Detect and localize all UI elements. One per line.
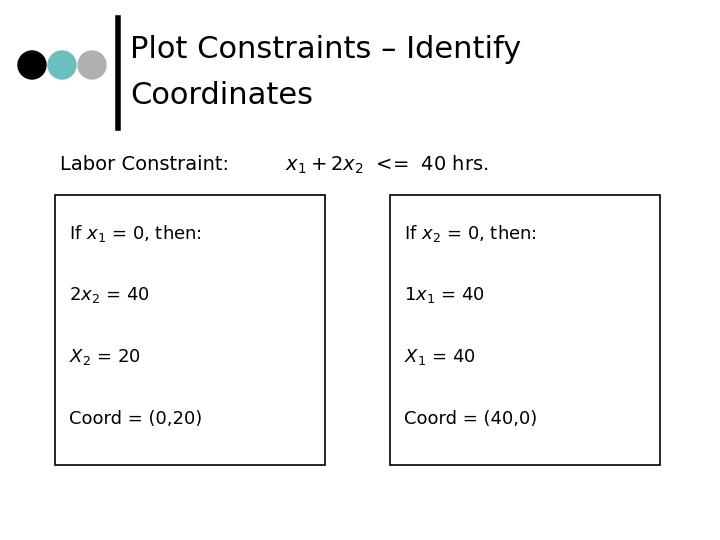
Text: $X_1$ = 40: $X_1$ = 40: [404, 347, 476, 367]
Text: Plot Constraints – Identify: Plot Constraints – Identify: [130, 36, 521, 64]
FancyBboxPatch shape: [55, 195, 325, 465]
Text: If $x_1$ = 0, then:: If $x_1$ = 0, then:: [69, 222, 202, 244]
Text: 2$x_2$ = 40: 2$x_2$ = 40: [69, 285, 150, 305]
Circle shape: [78, 51, 106, 79]
Text: If $x_2$ = 0, then:: If $x_2$ = 0, then:: [404, 222, 537, 244]
Text: Coord = (40,0): Coord = (40,0): [404, 410, 537, 428]
Text: Coord = (0,20): Coord = (0,20): [69, 410, 202, 428]
Circle shape: [18, 51, 46, 79]
Text: Coordinates: Coordinates: [130, 80, 313, 110]
Text: $X_2$ = 20: $X_2$ = 20: [69, 347, 140, 367]
Text: 1$x_1$ = 40: 1$x_1$ = 40: [404, 285, 485, 305]
Text: $x_1 + 2x_2$  <=  40 hrs.: $x_1 + 2x_2$ <= 40 hrs.: [285, 154, 489, 176]
Circle shape: [48, 51, 76, 79]
Text: Labor Constraint:: Labor Constraint:: [60, 156, 229, 174]
FancyBboxPatch shape: [390, 195, 660, 465]
